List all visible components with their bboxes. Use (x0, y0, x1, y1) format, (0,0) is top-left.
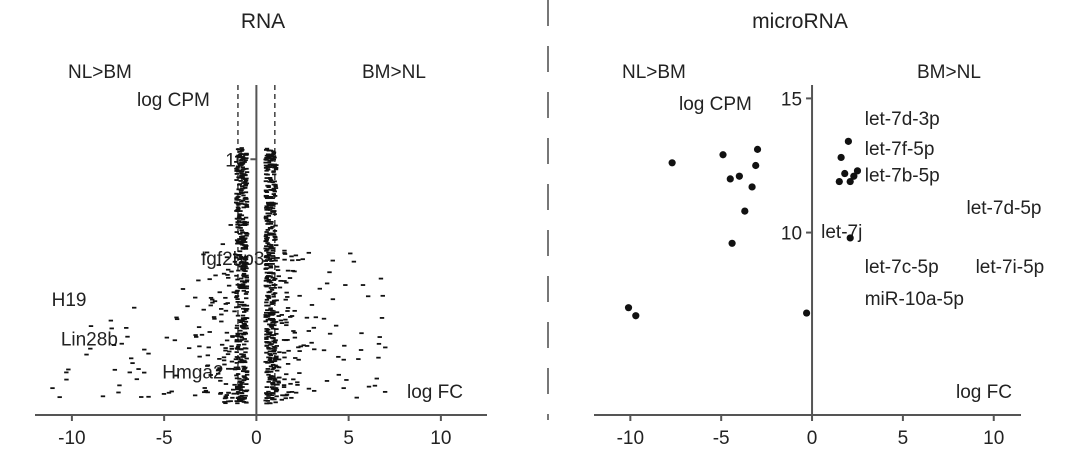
microrna-data-point (624, 304, 633, 312)
rna-direction-left: NL>BM (68, 62, 132, 83)
microrna-data-point (728, 239, 736, 247)
microrna-gene-label: let-7b-5p (865, 166, 940, 187)
microrna-panel-title: microRNA (752, 10, 848, 33)
microrna-gene-label: miR-10a-5p (865, 289, 964, 310)
rna-x-axis-label: log FC (407, 382, 463, 403)
microrna-data-point (853, 167, 862, 175)
microrna-gene-label: let-7i-5p (976, 257, 1045, 278)
microrna-data-point (748, 183, 756, 191)
microrna-data-point (668, 159, 676, 167)
rna-gene-label: Lin28b (61, 330, 118, 351)
microrna-data-point (850, 172, 858, 180)
microrna-gene-label: let-7d-3p (865, 109, 940, 130)
rna-gene-label: Igf2bp3 (201, 249, 264, 270)
microrna-data-point (741, 207, 749, 215)
rna-panel-title: RNA (241, 10, 285, 33)
microrna-gene-label: let-7f-5p (865, 139, 935, 160)
microrna-data-point (726, 175, 734, 183)
microrna-panel: microRNA NL>BM BM>NL log CPM log FC -10 -… (594, 10, 1044, 449)
rna-x-tick-label: 0 (251, 428, 262, 449)
rna-panel: RNA NL>BM BM>NL log CPM log FC -10 -5 0 5 10… (35, 10, 487, 449)
rna-direction-right: BM>NL (362, 62, 426, 83)
rna-x-tick-label: -10 (58, 428, 85, 449)
microrna-data-point (735, 172, 743, 180)
microrna-data-point (802, 309, 811, 317)
microrna-direction-right: BM>NL (917, 62, 981, 83)
microrna-direction-left: NL>BM (622, 62, 686, 83)
microrna-y-axis-label: log CPM (679, 94, 752, 115)
microrna-y-tick-label: 15 (781, 89, 802, 110)
microrna-x-tick-label: 5 (898, 428, 909, 449)
microrna-data-point (844, 137, 852, 145)
rna-x-tick-label: 5 (343, 428, 354, 449)
microrna-gene-label: let-7d-5p (966, 198, 1041, 219)
microrna-gene-label: let-7c-5p (865, 257, 939, 278)
microrna-data-point (753, 145, 762, 153)
microrna-data-point (841, 169, 849, 178)
rna-y-axis-label: log CPM (137, 90, 210, 111)
microrna-x-axis-label: log FC (956, 382, 1012, 403)
rna-gene-label: Hmga2 (162, 363, 223, 384)
microrna-data-point (719, 151, 727, 159)
microrna-gene-label: let-7j (821, 222, 862, 243)
rna-x-tick-label: -5 (156, 428, 173, 449)
rna-x-tick-label: 10 (430, 428, 451, 449)
microrna-data-point (837, 153, 845, 162)
rna-gene-label: H19 (52, 290, 87, 311)
microrna-data-point (835, 177, 843, 186)
microrna-data-point (846, 177, 854, 186)
microrna-data-point (846, 234, 854, 242)
microrna-x-tick-label: 0 (807, 428, 818, 449)
microrna-x-tick-label: -5 (713, 428, 730, 449)
microrna-data-point (632, 312, 640, 320)
microrna-y-tick-label: 10 (781, 224, 802, 245)
microrna-data-point (752, 161, 760, 170)
microrna-x-tick-label: -10 (617, 428, 644, 449)
microrna-x-tick-label: 10 (983, 428, 1004, 449)
